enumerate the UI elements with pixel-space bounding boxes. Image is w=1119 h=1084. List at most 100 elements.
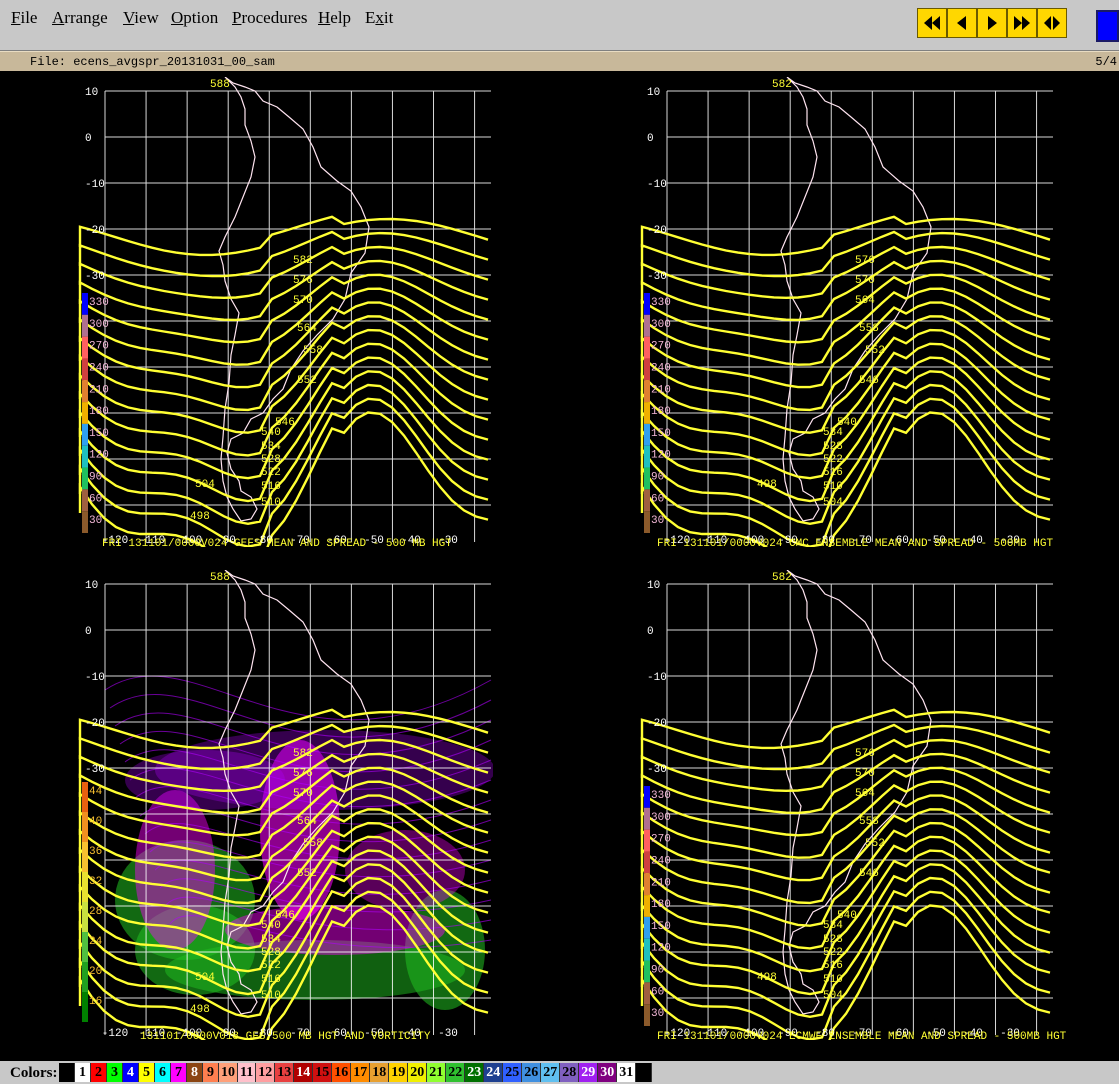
menu-option[interactable]: Option (171, 8, 219, 27)
plot-panel-cmc[interactable]: 582 576 570 564 558 552 546 540 534 528 522 516 510 5… (637, 77, 1055, 547)
plot-panel-gefs[interactable]: 588 582 576 570 564 558 552 546 540 534 528 522 516 5… (75, 77, 493, 547)
color-swatch-26[interactable]: 26 (522, 1063, 542, 1082)
height-contour (78, 383, 489, 526)
fast-forward-icon[interactable] (1007, 8, 1037, 38)
menu-exit[interactable]: Exit (365, 8, 394, 27)
color-swatch-14[interactable]: 14 (294, 1063, 314, 1082)
contour-label: 516 (261, 974, 281, 986)
color-swatch-15[interactable]: 15 (313, 1063, 333, 1082)
lat-tick-label: 10 (85, 580, 98, 592)
lon-tick-label: -60 (889, 535, 909, 547)
coastline (218, 570, 370, 1015)
contour-label: 534 (823, 427, 843, 439)
scale-segment (82, 782, 88, 812)
step-back-icon[interactable] (947, 8, 977, 38)
color-swatch-5[interactable]: 5 (139, 1063, 155, 1082)
color-swatch-22[interactable]: 22 (446, 1063, 466, 1082)
spread-scale (644, 786, 650, 1026)
height-contour (78, 397, 489, 547)
plot-panel-ecmwf[interactable]: 582 576 570 564 558 552 546 540 534 528 522 516 510 5… (637, 570, 1055, 1040)
color-swatch-6[interactable]: 6 (155, 1063, 171, 1082)
scale-segment (644, 873, 650, 896)
color-swatch-21[interactable]: 21 (427, 1063, 447, 1082)
scale-label: 60 (89, 493, 102, 505)
contour-label: 570 (293, 788, 313, 800)
scale-segment (82, 423, 88, 446)
axis-labels: 10 0 -10 -20 -30 -120 -110 -100 -90 -80 -70 -60 -50 -… (85, 87, 458, 547)
color-swatch-1[interactable]: 1 (75, 1063, 91, 1082)
color-swatch-24[interactable]: 24 (484, 1063, 504, 1082)
rock-icon[interactable] (1037, 8, 1067, 38)
height-contours (78, 215, 489, 547)
scale-labels: 44 40 36 32 28 24 20 16 (89, 786, 103, 1008)
scale-label: 330 (89, 297, 109, 309)
lon-tick-label: -30 (1000, 1028, 1020, 1040)
lat-tick-label: 10 (647, 87, 660, 99)
color-swatch-2[interactable]: 2 (91, 1063, 107, 1082)
play-forward-icon[interactable] (977, 8, 1007, 38)
color-swatch-12[interactable]: 12 (256, 1063, 276, 1082)
height-contour (640, 794, 1051, 882)
height-contour (640, 230, 1051, 278)
contour-label: 534 (823, 920, 843, 932)
height-contour (78, 315, 489, 412)
lon-tick-label: -120 (664, 1028, 690, 1040)
menu-file[interactable]: File (11, 8, 38, 27)
color-swatch-8[interactable]: 8 (187, 1063, 203, 1082)
height-contour (640, 849, 1051, 973)
scale-segment (644, 916, 650, 939)
color-swatch-29[interactable]: 29 (579, 1063, 599, 1082)
color-swatch-18[interactable]: 18 (370, 1063, 390, 1082)
height-contour (78, 273, 489, 344)
scale-label: 30 (651, 1008, 664, 1020)
menu-mnemonic: P (232, 8, 242, 27)
menu-arrange[interactable]: Arrange (52, 8, 108, 27)
color-swatch-27[interactable]: 27 (541, 1063, 561, 1082)
color-swatch-10[interactable]: 10 (219, 1063, 238, 1082)
lat-tick-label: -30 (647, 271, 667, 283)
menu-procedures[interactable]: Procedures (232, 8, 308, 27)
color-swatch-9[interactable]: 9 (203, 1063, 219, 1082)
vorticity-contour (104, 675, 492, 721)
loop-toggle-button[interactable] (1096, 10, 1119, 42)
scale-segment (82, 872, 88, 902)
color-swatch-11[interactable]: 11 (238, 1063, 257, 1082)
color-swatch-28[interactable]: 28 (560, 1063, 580, 1082)
height-contour (78, 328, 489, 434)
lat-tick-label: -30 (85, 271, 105, 283)
vorticity-contour (119, 730, 492, 773)
color-swatch-19[interactable]: 19 (389, 1063, 409, 1082)
color-swatch-17[interactable]: 17 (351, 1063, 371, 1082)
lon-tick-label: -80 (815, 535, 835, 547)
contour-label: 564 (297, 816, 317, 828)
color-swatch-23[interactable]: 23 (465, 1063, 485, 1082)
display-canvas[interactable]: 588 582 576 570 564 558 552 546 540 534 528 522 516 5… (0, 71, 1119, 1060)
color-swatch-blank-0[interactable] (59, 1063, 75, 1082)
menu-help[interactable]: Help (318, 8, 352, 27)
contour-label: 552 (865, 838, 885, 850)
contour-label: 498 (190, 1004, 210, 1016)
scale-label: 180 (651, 406, 671, 418)
color-swatch-16[interactable]: 16 (332, 1063, 352, 1082)
color-swatch-31[interactable]: 31 (617, 1063, 637, 1082)
scale-segment (82, 402, 88, 424)
color-swatch-blank-32[interactable] (636, 1063, 653, 1082)
scale-label: 120 (89, 450, 109, 462)
color-swatch-3[interactable]: 3 (107, 1063, 123, 1082)
color-swatch-30[interactable]: 30 (598, 1063, 618, 1082)
menu-view[interactable]: View (123, 8, 159, 27)
contour-label: 576 (293, 768, 313, 780)
rewind-icon[interactable] (917, 8, 947, 38)
scale-label: 120 (651, 943, 671, 955)
color-swatch-4[interactable]: 4 (123, 1063, 139, 1082)
plot-panel-gfs-vorticity[interactable]: 588 582 576 570 564 558 552 546 540 534 528 522 516 5… (75, 570, 493, 1040)
lat-tick-label: -30 (85, 764, 105, 776)
color-swatch-20[interactable]: 20 (408, 1063, 428, 1082)
color-swatch-7[interactable]: 7 (171, 1063, 187, 1082)
scale-segment (82, 842, 88, 872)
color-swatch-13[interactable]: 13 (275, 1063, 295, 1082)
contour-label: 552 (297, 375, 317, 387)
height-contour (78, 876, 489, 1019)
color-swatch-25[interactable]: 25 (503, 1063, 523, 1082)
